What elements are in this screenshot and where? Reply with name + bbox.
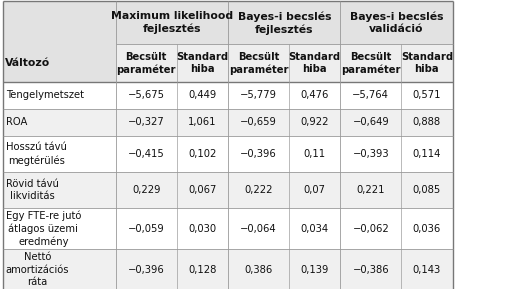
Text: 0,114: 0,114 <box>413 149 441 159</box>
Bar <box>401 44 453 82</box>
Bar <box>3 172 453 208</box>
Text: 0,085: 0,085 <box>413 185 441 195</box>
Text: −0,415: −0,415 <box>128 149 165 159</box>
Text: −0,064: −0,064 <box>240 224 277 234</box>
Text: Bayes-i becslés
validáció: Bayes-i becslés validáció <box>350 11 443 34</box>
Text: Becsült
paraméter: Becsült paraméter <box>229 51 288 75</box>
Bar <box>3 109 453 136</box>
Text: 0,030: 0,030 <box>188 224 216 234</box>
Text: −5,764: −5,764 <box>352 90 389 101</box>
Text: −0,386: −0,386 <box>352 265 389 275</box>
Text: −0,396: −0,396 <box>240 149 277 159</box>
Bar <box>3 249 453 289</box>
Text: −0,062: −0,062 <box>352 224 389 234</box>
Text: Becsült
paraméter: Becsült paraméter <box>341 51 401 75</box>
Text: 0,07: 0,07 <box>304 185 325 195</box>
Text: 0,571: 0,571 <box>413 90 441 101</box>
Bar <box>3 1 116 82</box>
Text: 0,139: 0,139 <box>300 265 329 275</box>
Text: Hosszú távú
megtérülés: Hosszú távú megtérülés <box>6 142 66 166</box>
Text: 0,067: 0,067 <box>188 185 217 195</box>
Bar <box>340 1 453 44</box>
Text: −0,659: −0,659 <box>240 117 277 127</box>
Text: 0,229: 0,229 <box>132 185 161 195</box>
Text: Bayes-i becslés
fejlesztés: Bayes-i becslés fejlesztés <box>237 11 331 35</box>
Bar <box>3 136 453 172</box>
Bar <box>3 82 453 109</box>
Bar <box>228 44 289 82</box>
Text: Standard
hiba: Standard hiba <box>176 52 229 74</box>
Text: 0,143: 0,143 <box>413 265 441 275</box>
Text: Nettó
amortizációs
ráta: Nettó amortizációs ráta <box>6 253 69 287</box>
Text: Tengelymetszet: Tengelymetszet <box>6 90 83 101</box>
Text: 0,888: 0,888 <box>413 117 441 127</box>
Text: −5,675: −5,675 <box>128 90 165 101</box>
Text: 0,386: 0,386 <box>245 265 272 275</box>
Text: 1,061: 1,061 <box>188 117 217 127</box>
Text: Standard
hiba: Standard hiba <box>401 52 453 74</box>
Text: 0,221: 0,221 <box>356 185 385 195</box>
Bar <box>289 44 340 82</box>
Text: Becsült
paraméter: Becsült paraméter <box>116 51 176 75</box>
Bar <box>116 1 228 44</box>
Text: 0,476: 0,476 <box>300 90 329 101</box>
Text: −0,059: −0,059 <box>128 224 165 234</box>
Text: 0,449: 0,449 <box>188 90 216 101</box>
Text: −0,393: −0,393 <box>352 149 389 159</box>
Text: −0,396: −0,396 <box>128 265 165 275</box>
Text: 0,128: 0,128 <box>188 265 217 275</box>
Text: 0,222: 0,222 <box>244 185 273 195</box>
Text: −5,779: −5,779 <box>240 90 277 101</box>
Text: 0,11: 0,11 <box>304 149 325 159</box>
Text: 0,102: 0,102 <box>188 149 217 159</box>
Text: Változó: Változó <box>5 58 50 68</box>
Text: −0,649: −0,649 <box>352 117 389 127</box>
Bar <box>177 44 228 82</box>
Bar <box>228 1 340 44</box>
Text: 0,922: 0,922 <box>300 117 329 127</box>
Bar <box>3 208 453 249</box>
Text: Egy FTE-re jutó
átlagos üzemi
eredmény: Egy FTE-re jutó átlagos üzemi eredmény <box>6 210 81 247</box>
Text: Standard
hiba: Standard hiba <box>288 52 341 74</box>
Bar <box>340 44 401 82</box>
Text: Rövid távú
likviditás: Rövid távú likviditás <box>6 179 59 201</box>
Text: 0,036: 0,036 <box>413 224 441 234</box>
Text: −0,327: −0,327 <box>128 117 165 127</box>
Text: Maximum likelihood
fejlesztés: Maximum likelihood fejlesztés <box>111 11 233 34</box>
Bar <box>116 44 177 82</box>
Text: ROA: ROA <box>6 117 27 127</box>
Text: 0,034: 0,034 <box>301 224 329 234</box>
